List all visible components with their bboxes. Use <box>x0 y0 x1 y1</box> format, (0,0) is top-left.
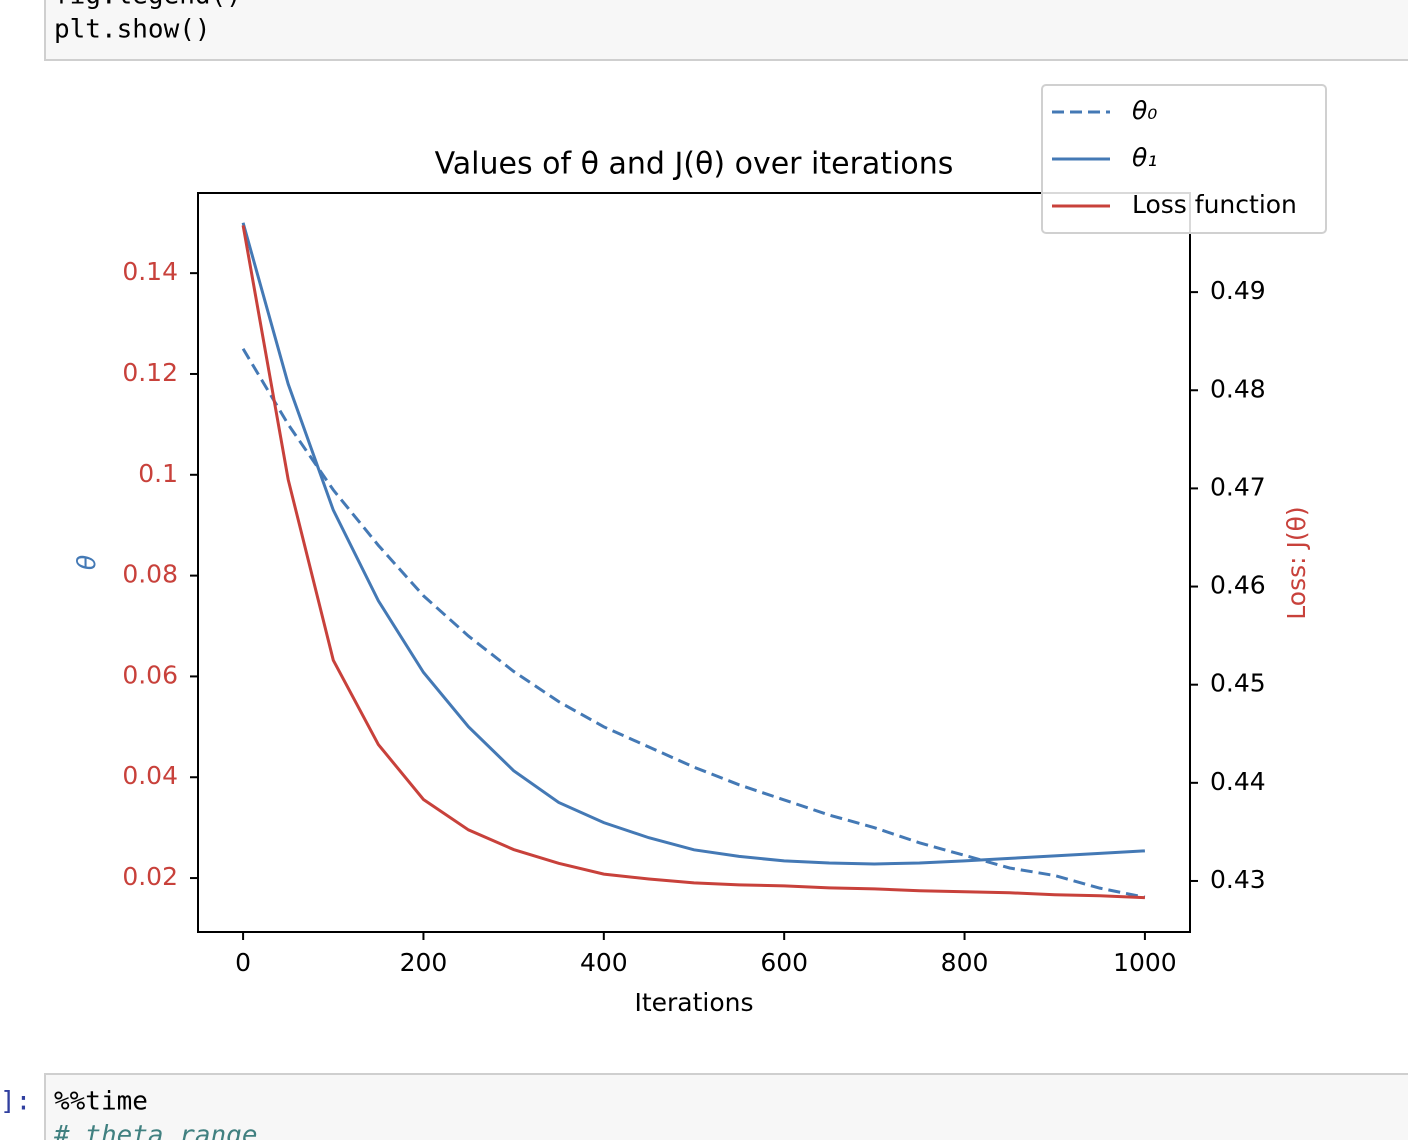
y-tick-label: 0.14 <box>122 257 178 286</box>
x-tick-label: 0 <box>235 948 251 977</box>
legend-label: θ₀ <box>1132 96 1157 125</box>
x-tick-label: 400 <box>580 948 628 977</box>
code-line: fig.legend() <box>54 0 242 11</box>
code-cell[interactable] <box>44 1073 1408 1144</box>
y-tick-label: 0.08 <box>122 560 178 589</box>
x-axis-label: Iterations <box>634 988 753 1017</box>
y2-tick-label: 0.45 <box>1210 669 1266 698</box>
y-tick-label: 0.04 <box>122 761 178 790</box>
chart-title: Values of θ and J(θ) over iterations <box>435 147 954 182</box>
legend-box <box>1041 84 1327 234</box>
chart: Values of θ and J(θ) over iterations 0 200… <box>72 84 1327 1017</box>
y-axis-label: θ <box>72 555 101 570</box>
x-tick-label: 200 <box>400 948 448 977</box>
code-line: plt.show() <box>54 15 211 45</box>
y-tick-label: 0.1 <box>138 459 178 488</box>
y-tick-label: 0.02 <box>122 862 178 891</box>
code-cell[interactable] <box>44 0 1408 61</box>
code-comment: # theta range <box>53 1121 258 1141</box>
y2-tick-label: 0.49 <box>1210 276 1266 305</box>
x-tick-label: 1000 <box>1113 948 1177 977</box>
y2-tick-label: 0.44 <box>1210 767 1266 796</box>
plot-frame <box>197 192 1191 933</box>
y-tick-label: 0.06 <box>122 660 178 689</box>
x-tick-label: 800 <box>941 948 989 977</box>
data-line <box>241 222 1145 866</box>
x-tick-label: 600 <box>760 948 808 977</box>
y2-tick-label: 0.43 <box>1210 865 1266 894</box>
legend-label: θ₁ <box>1132 143 1157 172</box>
data-line <box>241 347 1146 899</box>
legend-label: Loss function <box>1132 190 1297 219</box>
y2-tick-label: 0.48 <box>1210 374 1266 403</box>
y2-tick-label: 0.47 <box>1210 472 1266 501</box>
code-line: %%time <box>54 1087 148 1117</box>
y2-axis-label: Loss: J(θ) <box>1282 506 1311 619</box>
prompt: ]: <box>0 1087 31 1117</box>
data-line <box>241 225 1145 900</box>
y-tick-label: 0.12 <box>122 358 178 387</box>
y2-tick-label: 0.46 <box>1210 571 1266 600</box>
